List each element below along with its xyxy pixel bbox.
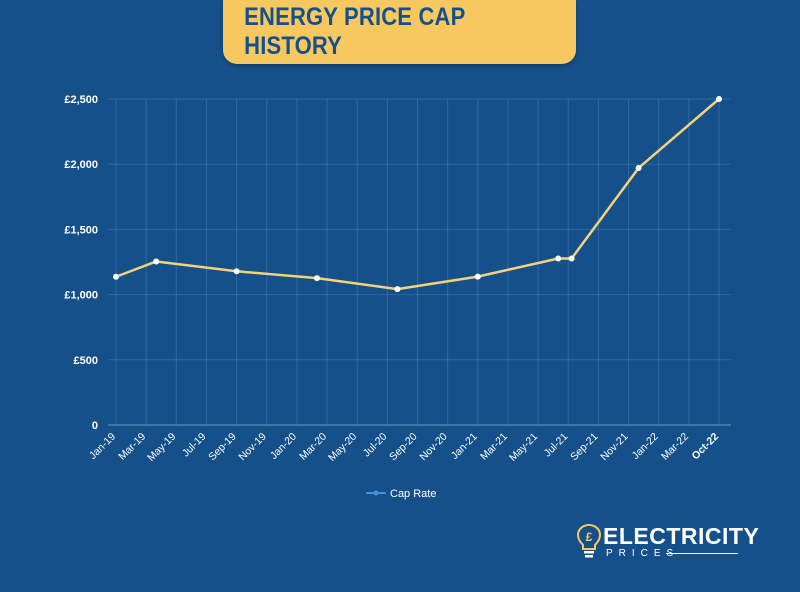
- y-tick-label: £2,000: [64, 159, 98, 171]
- y-axis-ticks: 0 £500 £1,000 £1,500 £2,000 £2,500: [64, 94, 98, 432]
- y-tick-label: £1,500: [64, 224, 98, 236]
- data-point: [555, 255, 562, 262]
- legend-label: Cap Rate: [390, 488, 436, 500]
- brand-name-line2: PRICES: [606, 548, 680, 559]
- x-tick-label: May-20: [326, 431, 359, 464]
- data-point: [635, 164, 642, 171]
- data-point: [474, 273, 481, 280]
- x-tick-label: Mar-21: [478, 431, 510, 463]
- x-tick-label: Nov-20: [417, 431, 450, 464]
- x-tick-label: Jan-19: [87, 431, 118, 462]
- brand-underline: [666, 553, 738, 554]
- x-tick-label: Sep-21: [568, 431, 601, 464]
- bulb-symbol: £: [586, 530, 593, 544]
- data-point: [394, 286, 401, 293]
- x-tick-label: May-19: [145, 431, 178, 464]
- y-tick-label: 0: [92, 420, 98, 432]
- legend-marker: [373, 490, 379, 496]
- x-tick-label: Mar-22: [659, 431, 691, 463]
- x-tick-label: Jul-20: [361, 431, 390, 460]
- x-tick-label: Oct-22: [690, 431, 722, 463]
- data-point: [716, 96, 722, 102]
- legend: Cap Rate: [366, 488, 436, 500]
- lightbulb-icon: £: [576, 523, 602, 558]
- title-banner: ENERGY PRICE CAP HISTORY: [223, 0, 576, 64]
- y-tick-label: £500: [74, 355, 98, 367]
- x-tick-label: Mar-19: [116, 431, 148, 463]
- x-tick-label: Jul-21: [542, 431, 571, 460]
- data-point: [113, 273, 119, 280]
- series-layer: [113, 96, 722, 293]
- chart-title: ENERGY PRICE CAP HISTORY: [244, 3, 466, 60]
- x-tick-label: Nov-21: [598, 431, 631, 464]
- x-tick-label: Jul-19: [180, 431, 209, 460]
- y-tick-label: £2,500: [64, 94, 98, 106]
- data-point: [153, 258, 160, 265]
- series-line: [115, 98, 720, 291]
- x-tick-label: Sep-20: [387, 431, 420, 464]
- x-tick-label: Jan-21: [449, 431, 480, 462]
- x-tick-label: Jan-20: [268, 431, 299, 462]
- data-point: [233, 268, 240, 275]
- brand-logo: £ ELECTRICITY PRICES: [576, 522, 759, 562]
- y-tick-label: £1,000: [64, 290, 98, 302]
- brand-name-line1: ELECTRICITY: [603, 523, 760, 549]
- gridlines: [108, 98, 731, 426]
- data-point: [568, 255, 575, 262]
- x-tick-label: Mar-20: [297, 431, 329, 463]
- x-tick-label: Sep-19: [206, 431, 239, 464]
- x-tick-label: May-21: [507, 431, 540, 464]
- x-tick-label: Jan-22: [630, 431, 661, 462]
- x-tick-label: Nov-19: [236, 431, 269, 464]
- data-point: [314, 275, 320, 282]
